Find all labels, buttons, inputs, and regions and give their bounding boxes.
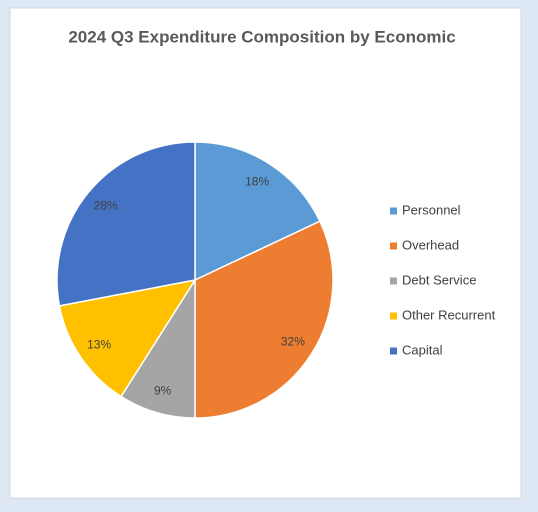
data-label: 32% [281, 334, 305, 348]
legend-swatch [390, 277, 397, 285]
legend-label: Other Recurrent [402, 307, 496, 322]
data-label: 28% [94, 198, 118, 212]
pie-slice [194, 220, 334, 419]
data-label: 18% [245, 174, 269, 188]
pie-slice [58, 278, 197, 398]
chart-title: 2024 Q3 Expenditure Composition by Econo… [68, 27, 455, 46]
legend-label: Capital [402, 342, 443, 357]
legend-swatch [390, 207, 397, 215]
pie-slice [56, 141, 196, 307]
legend-label: Debt Service [402, 272, 476, 287]
data-label: 13% [87, 337, 111, 351]
legend-swatch [390, 347, 397, 355]
legend-label: Overhead [402, 237, 459, 252]
legend-swatch [390, 242, 397, 250]
legend-label: Personnel [402, 202, 461, 217]
data-label: 9% [154, 383, 172, 397]
legend-swatch [390, 312, 397, 320]
pie-slice [194, 141, 321, 282]
